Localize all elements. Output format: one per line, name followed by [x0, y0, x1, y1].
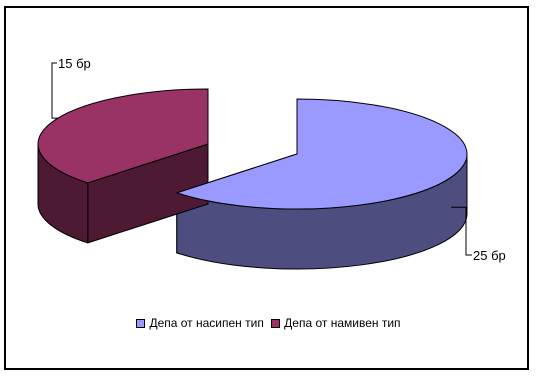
- pie-slice-top-0: [175, 98, 468, 210]
- leader-line-slice-1: [51, 62, 58, 119]
- data-label-slice-1: 15 бр: [58, 56, 91, 71]
- data-labels-layer: 25 бр 15 бр: [51, 56, 506, 263]
- pie-tops-layer: [37, 88, 468, 210]
- legend-item-0: Депа от насипен тип: [136, 316, 264, 330]
- pie-slice-top-1: [37, 88, 209, 184]
- legend-swatch-1: [271, 318, 281, 328]
- legend-label-0: Депа от насипен тип: [149, 316, 264, 330]
- data-label-slice-0: 25 бр: [473, 248, 506, 263]
- legend: Депа от насипен тип Депа от намивен тип: [0, 316, 537, 331]
- leader-line-slice-0: [451, 206, 472, 256]
- legend-swatch-0: [136, 318, 146, 328]
- legend-label-1: Депа от намивен тип: [284, 316, 401, 330]
- legend-item-1: Депа от намивен тип: [271, 316, 401, 330]
